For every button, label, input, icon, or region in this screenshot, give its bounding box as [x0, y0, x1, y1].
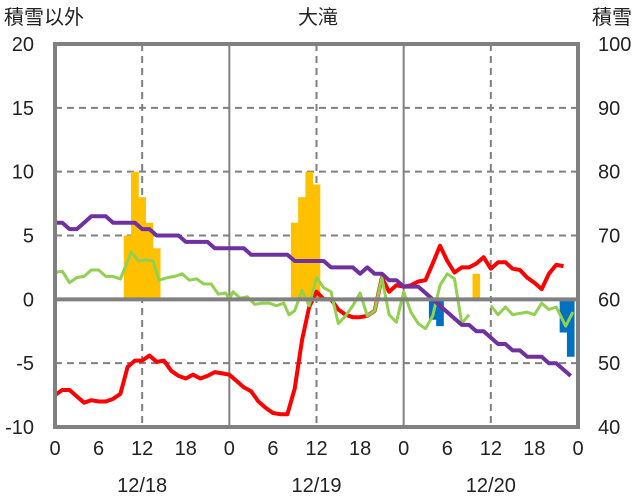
axes [53, 42, 580, 429]
x-tick-label: 0 [398, 438, 409, 460]
purple-series-line [55, 214, 573, 378]
date-label: 12/20 [466, 475, 516, 497]
y-right-tick-label: 70 [598, 226, 620, 248]
yellow-bar [131, 171, 139, 300]
date-label: 12/19 [291, 475, 341, 497]
green-series-line [54, 250, 575, 331]
x-tick-label: 0 [224, 438, 235, 460]
x-tick-label: 6 [93, 438, 104, 460]
x-tick-label: 12 [305, 438, 327, 460]
x-tick-label: 6 [267, 438, 278, 460]
left-axis-label: 積雪以外 [4, 6, 84, 29]
x-tick-label: 0 [572, 438, 583, 460]
y-left-tick-label: 20 [12, 34, 34, 56]
x-tick-label: 18 [523, 438, 545, 460]
yellow-bar [298, 197, 306, 300]
y-left-tick-label: 0 [23, 289, 34, 311]
x-tick-label: 18 [349, 438, 371, 460]
x-tick-label: 12 [480, 438, 502, 460]
y-left-tick-label: -5 [16, 353, 34, 375]
yellow-bar [472, 273, 481, 300]
chart-title: 大滝 [298, 6, 338, 29]
x-tick-label: 0 [49, 438, 60, 460]
yellow-bar [305, 171, 314, 300]
right-axis-label: 積雪 [592, 6, 632, 29]
blue-bar [436, 299, 444, 327]
blue-bar [566, 299, 575, 357]
x-tick-label: 6 [442, 438, 453, 460]
y-left-tick-label: 10 [12, 162, 34, 184]
y-left-tick-label: 15 [12, 98, 34, 120]
yellow-bar [312, 184, 321, 300]
y-right-tick-label: 60 [598, 289, 620, 311]
plot-frame [53, 42, 580, 429]
x-tick-label: 12 [131, 438, 153, 460]
y-right-tick-label: 90 [598, 98, 620, 120]
series-lines [53, 214, 575, 417]
y-right-tick-label: 40 [598, 417, 620, 439]
blue-bar [559, 299, 568, 333]
yellow-bar [123, 235, 132, 300]
y-right-tick-label: 50 [598, 353, 620, 375]
date-label: 12/18 [117, 475, 167, 497]
y-left-tick-label: 5 [23, 226, 34, 248]
y-left-tick-label: -10 [5, 417, 34, 439]
x-tick-label: 18 [175, 438, 197, 460]
y-right-tick-label: 100 [598, 34, 631, 56]
y-right-tick-label: 80 [598, 162, 620, 184]
yellow-bar [138, 197, 146, 300]
